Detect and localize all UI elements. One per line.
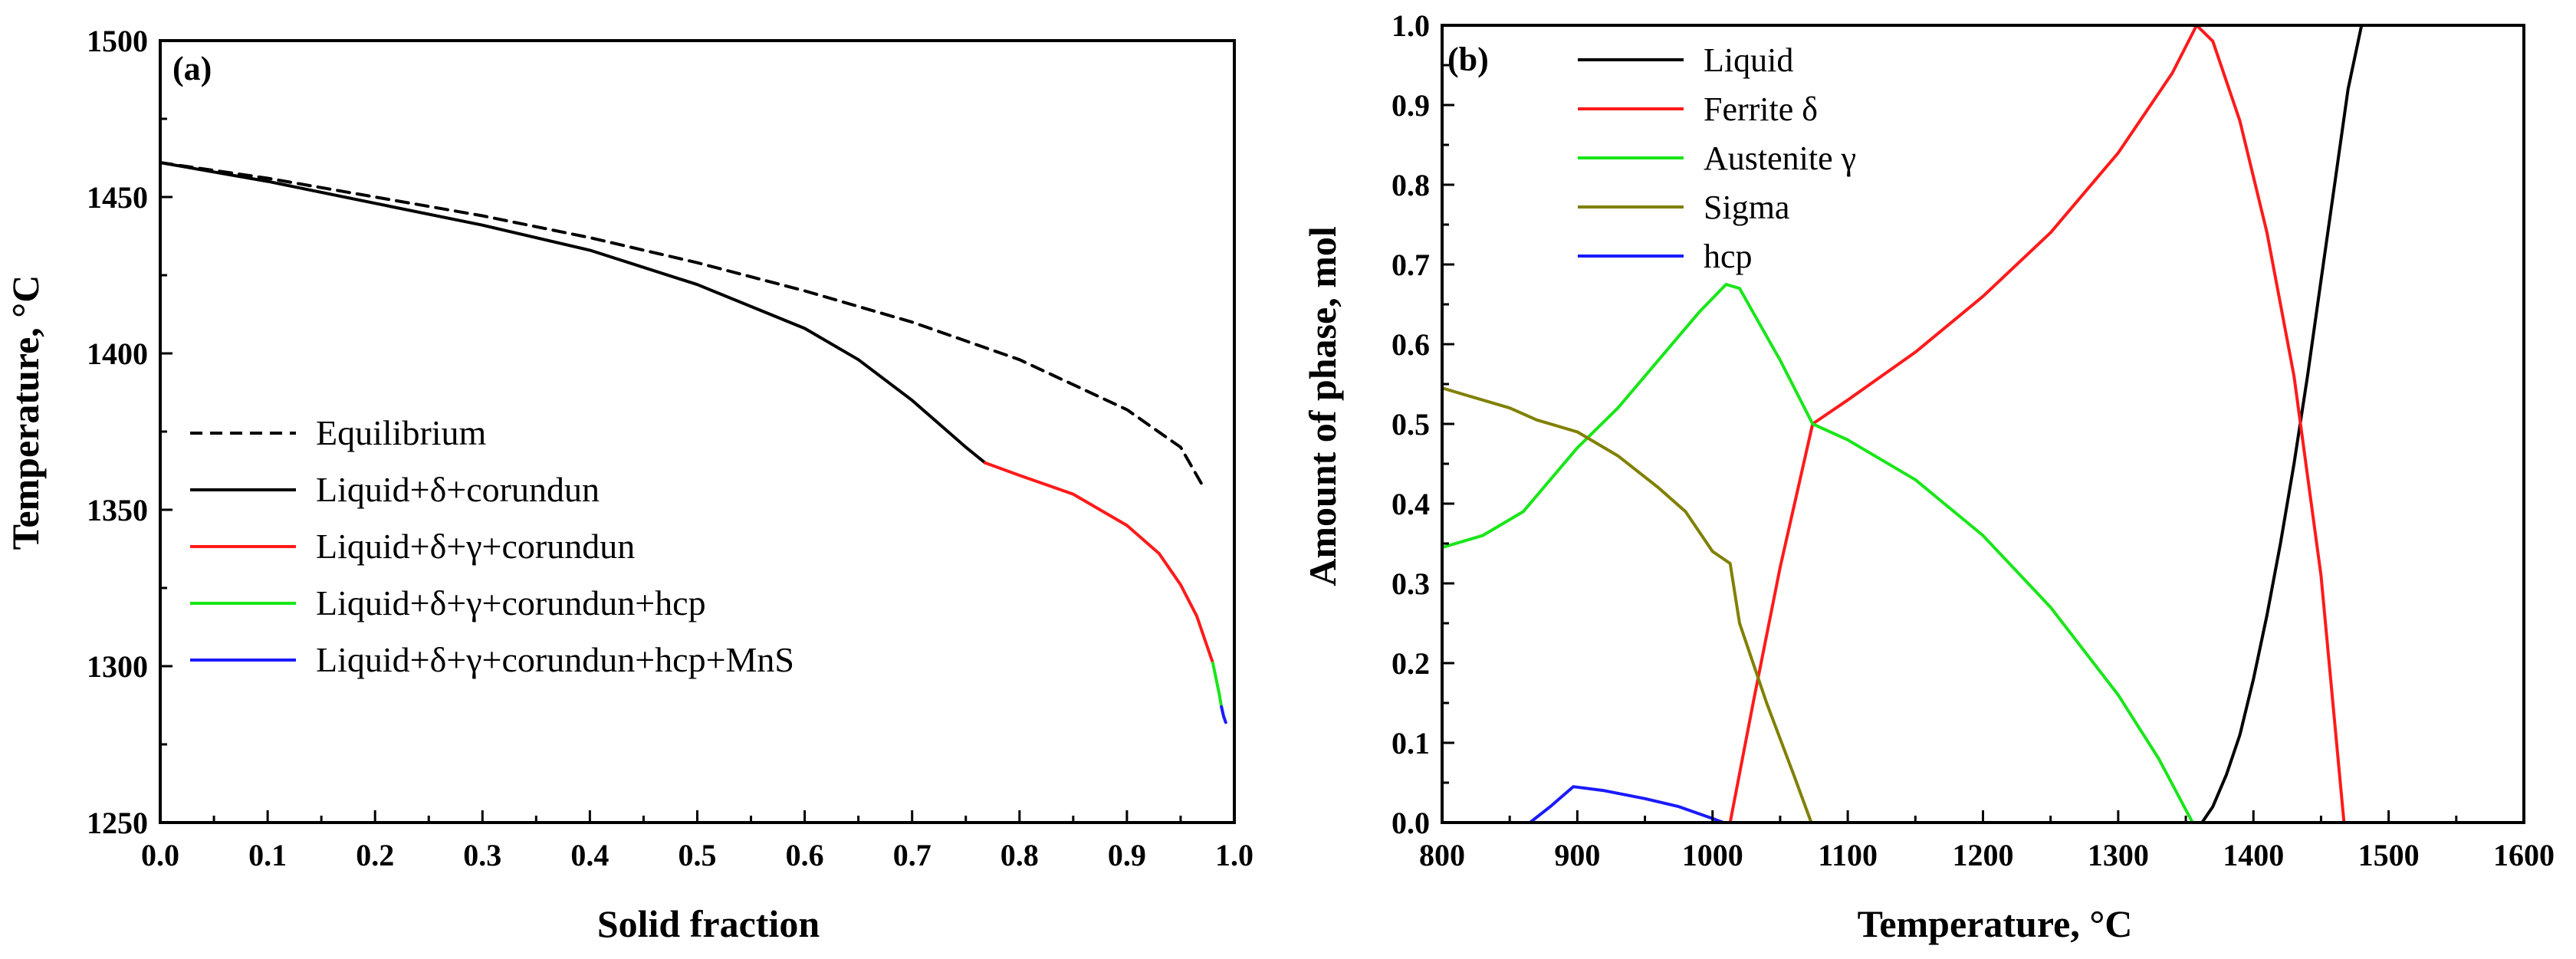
- chart-b-legend-label-3: Austenite γ: [1704, 140, 1856, 177]
- chart-b-x-tick-label: 800: [1419, 838, 1465, 872]
- chart-a-y-tick-label: 1500: [87, 24, 148, 58]
- chart-b-series-line-4: [1442, 386, 1813, 823]
- chart-a-y-tick-label: 1400: [87, 337, 148, 371]
- chart-b-y-tick-label: 0.9: [1392, 88, 1430, 123]
- chart-a-x-tick-label: 0.7: [893, 838, 932, 872]
- chart-b-y-axis-title: Amount of phase, mol: [1301, 226, 1344, 586]
- chart-b-x-tick-label: 900: [1554, 838, 1600, 872]
- chart-b-series-line-5: [1528, 785, 1725, 823]
- chart-b-x-tick-label: 1600: [2493, 838, 2555, 872]
- chart-b-legend: Liquid Ferrite δ Austenite γ Sigma hcp: [1578, 41, 1856, 275]
- chart-b-plot-frame: [1441, 24, 2525, 824]
- chart-a-x-tick-label: 0.3: [463, 838, 501, 872]
- chart-b-y-tick-label: 0.8: [1392, 168, 1430, 202]
- chart-a-y-tick-label: 1350: [87, 493, 148, 527]
- chart-a-legend: Equilibrium Liquid+δ+corundun Liquid+δ+γ+c…: [190, 413, 794, 679]
- chart-a-legend-label-1: Equilibrium: [316, 413, 487, 452]
- chart-b-series-line-3: [1442, 283, 2194, 823]
- chart-b-x-axis-title: Temperature, °C: [1858, 902, 2133, 945]
- chart-b-x-tick-label: 1500: [2358, 838, 2420, 872]
- chart-a-x-tick-label: 0.0: [141, 838, 179, 872]
- chart-b-series-line-2: [1728, 25, 2346, 823]
- chart-a-x-tick-label: 0.1: [248, 838, 287, 872]
- chart-b-series-line-1: [2200, 25, 2364, 823]
- chart-a-x-axis-title: Solid fraction: [597, 902, 820, 945]
- chart-a-y-tick-label: 1300: [87, 649, 148, 684]
- chart-a-x-tick-label: 0.5: [678, 838, 717, 872]
- chart-b-y-tick-label: 0.1: [1392, 726, 1430, 760]
- chart-b-legend-label-4: Sigma: [1704, 189, 1789, 226]
- chart-b-x-tick-label: 1100: [1818, 838, 1878, 872]
- chart-a-x-tick-label: 0.8: [1001, 838, 1039, 872]
- chart-b-legend-label-2: Ferrite δ: [1704, 90, 1818, 128]
- chart-a-series-layer: [160, 161, 1227, 724]
- chart-b-y-tick-label: 0.4: [1392, 487, 1430, 521]
- chart-a-series-line-2: [160, 161, 987, 465]
- chart-a-ticks: 0.0 0.1 0.2 0.3 0.4 0.5 0.6 0.7 0.8 0.9 1.0 1250 130…: [87, 24, 1254, 872]
- chart-a-legend-label-5: Liquid+δ+γ+corundun+hcp+MnS: [316, 640, 794, 679]
- chart-a-series-line-1: [160, 161, 1204, 487]
- chart-b-legend-label-5: hcp: [1704, 238, 1753, 275]
- chart-a: 0.0 0.1 0.2 0.3 0.4 0.5 0.6 0.7 0.8 0.9 1.0 1250 130…: [4, 24, 1254, 945]
- chart-a-y-axis-title: Temperature, °C: [4, 275, 47, 550]
- chart-a-x-tick-label: 1.0: [1215, 838, 1254, 872]
- chart-b-legend-label-1: Liquid: [1704, 41, 1793, 79]
- chart-a-series-line-3: [984, 461, 1214, 665]
- chart-a-legend-label-2: Liquid+δ+corundun: [316, 470, 600, 509]
- chart-a-series-line-4: [1211, 661, 1224, 708]
- chart-a-y-tick-label: 1250: [87, 806, 148, 840]
- chart-b-panel-label: (b): [1447, 41, 1489, 78]
- chart-b-x-tick-label: 1000: [1682, 838, 1743, 872]
- chart-b-x-tick-label: 1200: [1953, 838, 2014, 872]
- chart-a-x-tick-label: 0.9: [1108, 838, 1146, 872]
- chart-b-x-tick-label: 1400: [2223, 838, 2284, 872]
- chart-b-y-tick-label: 0.2: [1392, 646, 1430, 681]
- chart-a-x-tick-label: 0.6: [786, 838, 824, 872]
- chart-b-series-layer: [1442, 25, 2364, 823]
- chart-a-legend-label-3: Liquid+δ+γ+corundun: [316, 527, 635, 566]
- chart-a-panel-label: (a): [172, 50, 212, 87]
- chart-b-x-tick-label: 1300: [2088, 838, 2149, 872]
- chart-b-y-tick-label: 0.5: [1392, 407, 1430, 442]
- chart-a-x-tick-label: 0.4: [570, 838, 609, 872]
- chart-b-y-tick-label: 0.6: [1392, 327, 1430, 362]
- chart-a-x-tick-label: 0.2: [356, 838, 394, 872]
- chart-a-series-line-5: [1220, 705, 1227, 724]
- chart-b-y-tick-label: 0.3: [1392, 567, 1430, 601]
- chart-a-y-tick-label: 1450: [87, 180, 148, 215]
- chart-b-y-tick-label: 0.7: [1392, 248, 1430, 282]
- chart-a-legend-label-4: Liquid+δ+γ+corundun+hcp: [316, 583, 706, 622]
- chart-b: 800 900 1000 1100 1200 1300 1400 1500 1600 0.0 0.1…: [1301, 8, 2555, 945]
- chart-b-ticks: 800 900 1000 1100 1200 1300 1400 1500 1600 0.0 0.1…: [1392, 8, 2555, 872]
- chart-b-y-tick-label: 0.0: [1392, 806, 1430, 840]
- chart-b-y-tick-label: 1.0: [1392, 8, 1430, 43]
